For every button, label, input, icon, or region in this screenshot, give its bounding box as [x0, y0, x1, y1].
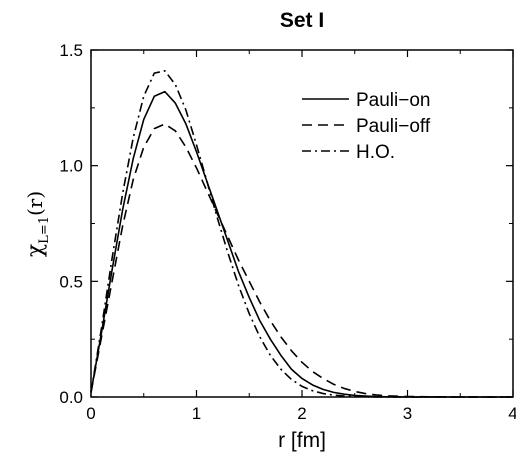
x-tick-label: 4	[508, 404, 516, 423]
x-tick-label: 1	[192, 404, 201, 423]
y-tick-label: 0.0	[59, 388, 83, 407]
series-line-2	[90, 123, 513, 398]
y-axis-ticks: 0.0 0.5 1.0 1.5	[59, 41, 513, 407]
y-tick-label: 1.0	[59, 157, 83, 176]
legend-label-1: Pauli−on	[356, 90, 430, 111]
legend: Pauli−on Pauli−off H.O.	[302, 90, 431, 163]
plot-frame	[90, 49, 514, 398]
x-axis-label: r [fm]	[278, 429, 326, 452]
series-line-1	[90, 90, 513, 398]
y-axis-label-argument: (r)	[23, 191, 47, 216]
series-layer	[90, 70, 513, 398]
x-tick-label: 3	[403, 404, 412, 423]
legend-label-3: H.O.	[356, 142, 395, 163]
legend-label-2: Pauli−off	[356, 116, 431, 137]
y-axis-label-symbol: χ	[23, 244, 48, 257]
x-tick-label: 2	[297, 404, 306, 423]
y-axis-label-subscript: L=1	[37, 216, 52, 244]
y-tick-label: 1.5	[59, 41, 83, 60]
x-tick-label: 0	[86, 404, 95, 423]
chart-title: Set I	[280, 9, 324, 32]
series-line-3	[90, 70, 513, 398]
y-tick-label: 0.5	[59, 272, 83, 291]
svg-text:χL=1(r): χL=1(r)	[23, 191, 52, 257]
y-axis-label: χL=1(r)	[23, 191, 52, 257]
